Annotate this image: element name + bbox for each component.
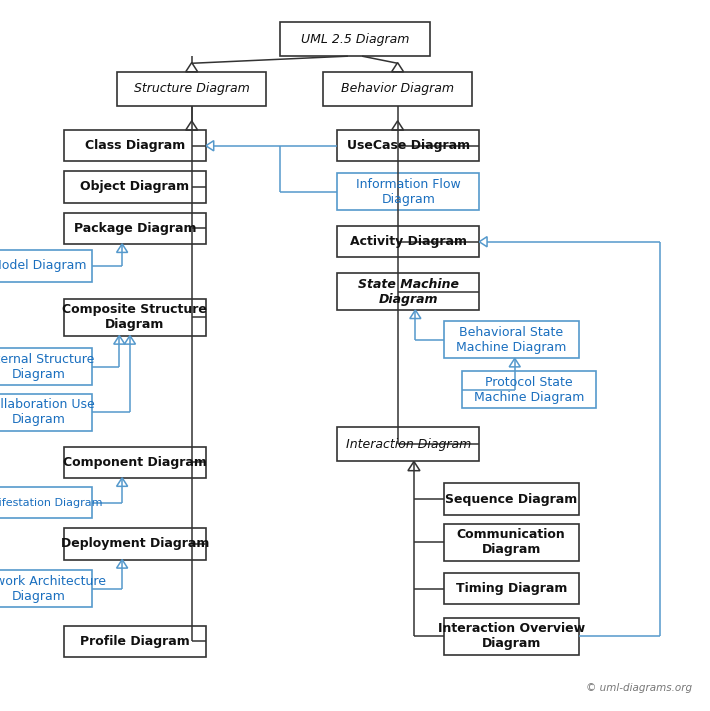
Text: Composite Structure
Diagram: Composite Structure Diagram — [62, 303, 207, 331]
FancyBboxPatch shape — [64, 213, 206, 244]
Text: Behavior Diagram: Behavior Diagram — [341, 82, 454, 95]
FancyBboxPatch shape — [0, 348, 92, 385]
FancyBboxPatch shape — [323, 72, 472, 106]
Text: UML 2.5 Diagram: UML 2.5 Diagram — [301, 33, 409, 46]
Text: UseCase Diagram: UseCase Diagram — [346, 139, 470, 152]
Text: State Machine
Diagram: State Machine Diagram — [358, 277, 459, 306]
Text: Interaction Overview
Diagram: Interaction Overview Diagram — [437, 622, 585, 651]
FancyBboxPatch shape — [64, 528, 206, 560]
Text: Object Diagram: Object Diagram — [80, 181, 190, 193]
Text: Component Diagram: Component Diagram — [63, 456, 207, 469]
Text: © uml-diagrams.org: © uml-diagrams.org — [586, 683, 692, 693]
Text: Network Architecture
Diagram: Network Architecture Diagram — [0, 574, 106, 603]
Text: Collaboration Use
Diagram: Collaboration Use Diagram — [0, 398, 94, 427]
FancyBboxPatch shape — [280, 22, 430, 56]
FancyBboxPatch shape — [444, 618, 579, 655]
Text: Activity Diagram: Activity Diagram — [350, 235, 466, 248]
FancyBboxPatch shape — [64, 130, 206, 161]
Text: Communication
Diagram: Communication Diagram — [457, 528, 566, 557]
FancyBboxPatch shape — [117, 72, 266, 106]
Text: Protocol State
Machine Diagram: Protocol State Machine Diagram — [474, 375, 584, 404]
Text: Structure Diagram: Structure Diagram — [133, 82, 250, 95]
FancyBboxPatch shape — [337, 226, 479, 257]
Text: Manifestation Diagram: Manifestation Diagram — [0, 498, 103, 508]
Text: Information Flow
Diagram: Information Flow Diagram — [356, 178, 461, 206]
FancyBboxPatch shape — [444, 321, 579, 358]
FancyBboxPatch shape — [0, 487, 92, 518]
Text: Internal Structure
Diagram: Internal Structure Diagram — [0, 353, 94, 381]
FancyBboxPatch shape — [444, 573, 579, 604]
FancyBboxPatch shape — [462, 371, 596, 408]
FancyBboxPatch shape — [64, 447, 206, 478]
Text: Class Diagram: Class Diagram — [84, 139, 185, 152]
FancyBboxPatch shape — [444, 483, 579, 515]
Text: Sequence Diagram: Sequence Diagram — [445, 493, 577, 506]
Text: Behavioral State
Machine Diagram: Behavioral State Machine Diagram — [456, 326, 567, 354]
FancyBboxPatch shape — [337, 427, 479, 461]
FancyBboxPatch shape — [337, 130, 479, 161]
FancyBboxPatch shape — [64, 626, 206, 657]
FancyBboxPatch shape — [64, 171, 206, 203]
Text: Model Diagram: Model Diagram — [0, 260, 87, 272]
Text: Profile Diagram: Profile Diagram — [80, 635, 190, 648]
FancyBboxPatch shape — [337, 173, 479, 210]
FancyBboxPatch shape — [0, 394, 92, 431]
FancyBboxPatch shape — [0, 570, 92, 607]
Text: Package Diagram: Package Diagram — [74, 222, 196, 235]
Text: Interaction Diagram: Interaction Diagram — [346, 438, 471, 451]
FancyBboxPatch shape — [0, 250, 92, 282]
FancyBboxPatch shape — [444, 524, 579, 561]
Text: Deployment Diagram: Deployment Diagram — [61, 538, 209, 550]
FancyBboxPatch shape — [337, 273, 479, 310]
Text: Timing Diagram: Timing Diagram — [456, 582, 567, 595]
FancyBboxPatch shape — [64, 299, 206, 336]
